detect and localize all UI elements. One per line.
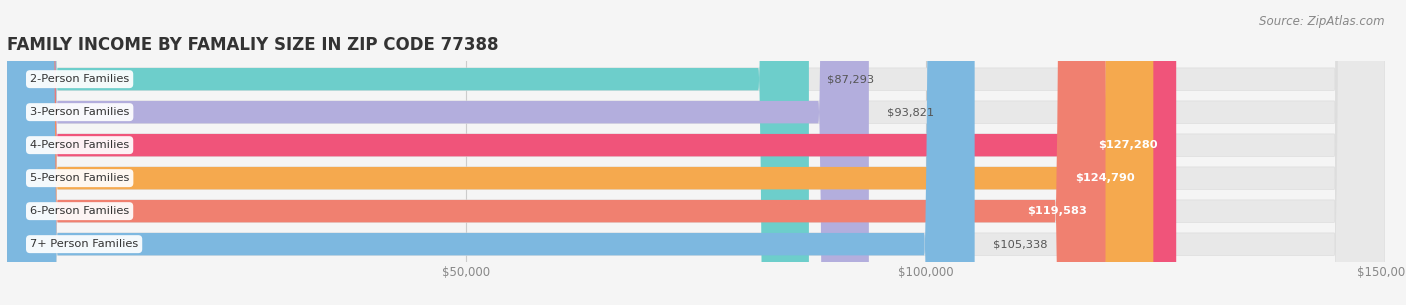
Text: 6-Person Families: 6-Person Families [30,206,129,216]
Text: 7+ Person Families: 7+ Person Families [30,239,138,249]
FancyBboxPatch shape [7,0,1385,305]
FancyBboxPatch shape [7,0,1385,305]
Text: $87,293: $87,293 [827,74,875,84]
FancyBboxPatch shape [7,0,1385,305]
Text: 4-Person Families: 4-Person Families [30,140,129,150]
FancyBboxPatch shape [7,0,1385,305]
FancyBboxPatch shape [7,0,869,305]
Text: $93,821: $93,821 [887,107,935,117]
Text: FAMILY INCOME BY FAMALIY SIZE IN ZIP CODE 77388: FAMILY INCOME BY FAMALIY SIZE IN ZIP COD… [7,36,499,54]
Text: $119,583: $119,583 [1028,206,1087,216]
FancyBboxPatch shape [7,0,1385,305]
Text: $127,280: $127,280 [1098,140,1157,150]
FancyBboxPatch shape [7,0,1385,305]
Text: 5-Person Families: 5-Person Families [30,173,129,183]
Text: Source: ZipAtlas.com: Source: ZipAtlas.com [1260,15,1385,28]
FancyBboxPatch shape [7,0,1153,305]
FancyBboxPatch shape [7,0,1105,305]
Text: $124,790: $124,790 [1076,173,1135,183]
FancyBboxPatch shape [7,0,1177,305]
Text: 2-Person Families: 2-Person Families [30,74,129,84]
FancyBboxPatch shape [7,0,974,305]
Text: $105,338: $105,338 [993,239,1047,249]
Text: 3-Person Families: 3-Person Families [30,107,129,117]
FancyBboxPatch shape [7,0,808,305]
